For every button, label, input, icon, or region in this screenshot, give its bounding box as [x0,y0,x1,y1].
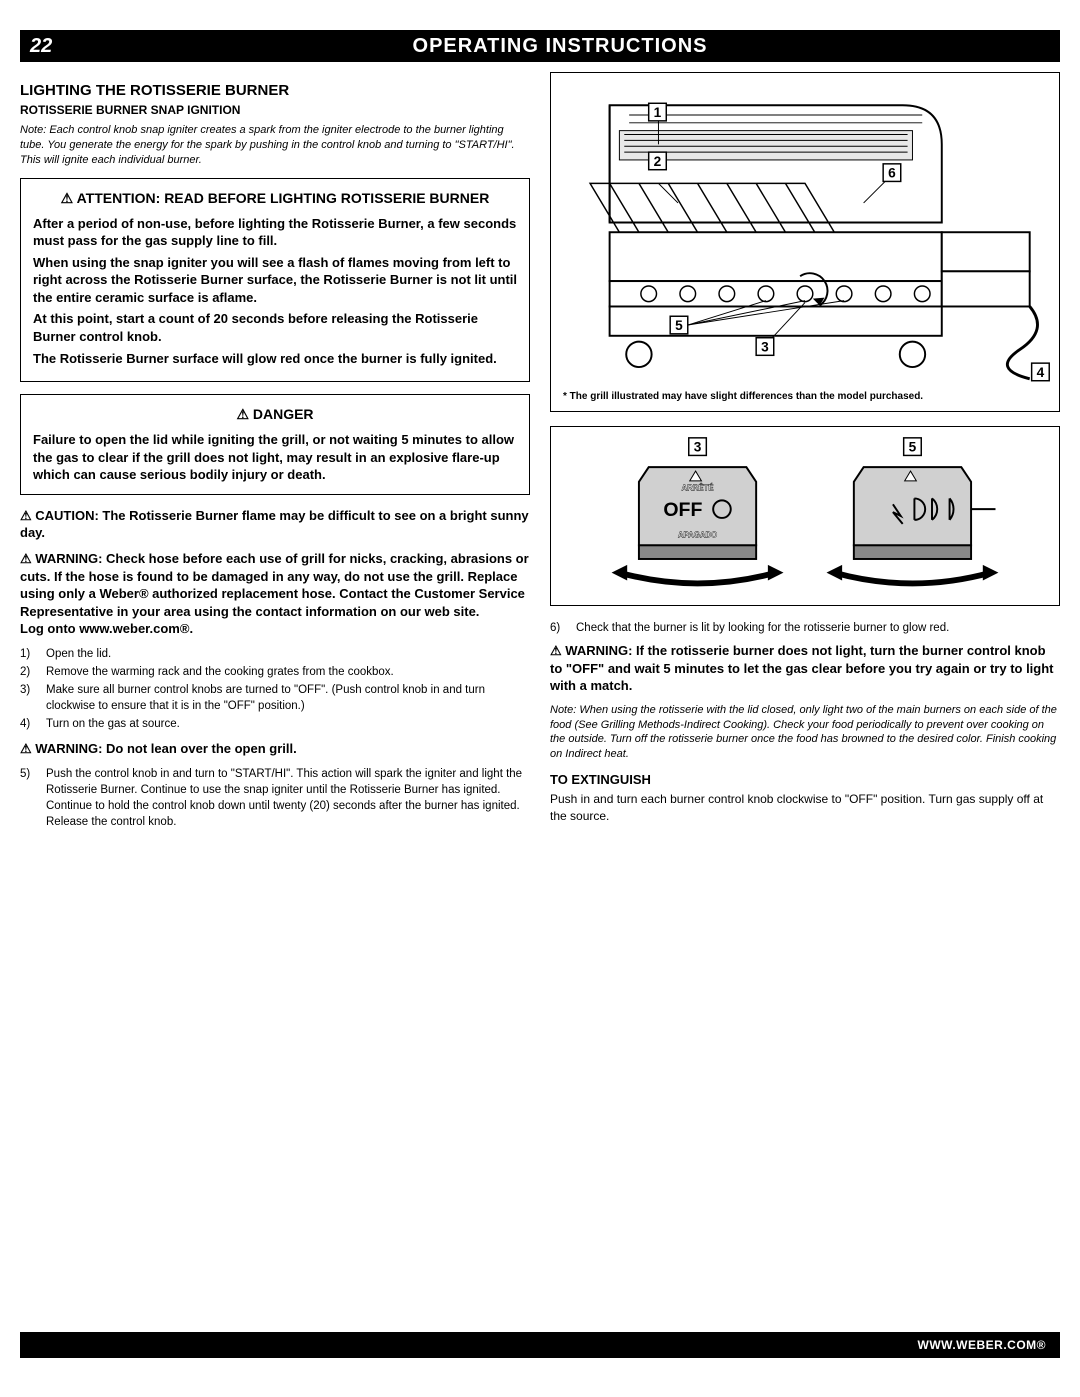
danger-body: Failure to open the lid while igniting t… [33,431,517,484]
knob-bottom-label: APAGADO [678,530,717,539]
step-num: 1) [20,646,46,662]
danger-box: ⚠ DANGER Failure to open the lid while i… [20,394,530,495]
note-rotisserie: Note: When using the rotisserie with the… [550,703,1060,762]
callout-6: 6 [888,166,896,181]
attention-box: ⚠ ATTENTION: READ BEFORE LIGHTING ROTISS… [20,178,530,383]
extinguish-text: Push in and turn each burner control kno… [550,791,1060,825]
content-columns: LIGHTING THE ROTISSERIE BURNER ROTISSERI… [20,72,1060,832]
grill-svg: 1 2 3 5 6 4 [551,73,1059,411]
knob-top-label: ARRÊTÉ [682,484,714,493]
diagram-footnote: * The grill illustrated may have slight … [563,391,923,403]
step-text: Check that the burner is lit by looking … [576,620,1060,636]
left-column: LIGHTING THE ROTISSERIE BURNER ROTISSERI… [20,72,530,832]
header-bar: 22 OPERATING INSTRUCTIONS [20,30,1060,62]
knob-off-label: OFF [663,499,702,521]
step-row: 5)Push the control knob in and turn to "… [20,766,530,830]
step-text: Make sure all burner control knobs are t… [46,682,530,714]
step-text: Push the control knob in and turn to "ST… [46,766,530,830]
note-snap-igniter: Note: Each control knob snap igniter cre… [20,123,530,168]
step-num: 2) [20,664,46,680]
callout-4: 4 [1037,365,1045,380]
attention-p1: After a period of non-use, before lighti… [33,215,517,250]
warning-hose: ⚠ WARNING: Check hose before each use of… [20,550,530,638]
step-row: 6)Check that the burner is lit by lookin… [550,620,1060,636]
grill-diagram: 1 2 3 5 6 4 * The grill illustrated may … [550,72,1060,412]
step-num: 6) [550,620,576,636]
step-num: 5) [20,766,46,830]
footer-bar: WWW.WEBER.COM® [20,1332,1060,1358]
attention-title: ⚠ ATTENTION: READ BEFORE LIGHTING ROTISS… [33,189,517,207]
attention-p4: The Rotisserie Burner surface will glow … [33,350,517,368]
attention-body: After a period of non-use, before lighti… [33,215,517,367]
step-6-row: 6)Check that the burner is lit by lookin… [550,620,1060,636]
step-text: Remove the warming rack and the cooking … [46,664,530,680]
danger-title: ⚠ DANGER [33,405,517,423]
step-text: Open the lid. [46,646,530,662]
page-title: OPERATING INSTRUCTIONS [70,35,1050,58]
page-number: 22 [30,35,70,58]
steps-list-b: 5)Push the control knob in and turn to "… [20,766,530,830]
step-text: Turn on the gas at source. [46,716,530,732]
attention-p2: When using the snap igniter you will see… [33,254,517,307]
knob-callout-5: 5 [909,440,917,455]
knob-diagram: ARRÊTÉ OFF APAGADO [550,426,1060,606]
step-row: 3)Make sure all burner control knobs are… [20,682,530,714]
warning-hose-text: ⚠ WARNING: Check hose before each use of… [20,551,529,619]
knob-svg: ARRÊTÉ OFF APAGADO [551,427,1059,605]
caution-sunny: ⚠ CAUTION: The Rotisserie Burner flame m… [20,507,530,542]
callout-2: 2 [654,154,662,169]
step-row: 4)Turn on the gas at source. [20,716,530,732]
steps-list-a: 1)Open the lid. 2)Remove the warming rac… [20,646,530,732]
warning-nolight: ⚠ WARNING: If the rotisserie burner does… [550,642,1060,695]
knob-callout-3: 3 [694,440,702,455]
warning-lean: ⚠ WARNING: Do not lean over the open gri… [20,740,530,758]
step-num: 3) [20,682,46,714]
subheading-snap-ignition: ROTISSERIE BURNER SNAP IGNITION [20,103,530,117]
step-num: 4) [20,716,46,732]
attention-p3: At this point, start a count of 20 secon… [33,310,517,345]
callout-5: 5 [675,318,683,333]
heading-lighting: LIGHTING THE ROTISSERIE BURNER [20,82,530,99]
log-onto: Log onto www.weber.com®. [20,621,193,636]
step-row: 2)Remove the warming rack and the cookin… [20,664,530,680]
step-row: 1)Open the lid. [20,646,530,662]
heading-extinguish: TO EXTINGUISH [550,772,1060,787]
right-column: 1 2 3 5 6 4 * The grill illustrated may … [550,72,1060,832]
callout-3: 3 [761,339,769,354]
callout-1: 1 [654,105,662,120]
